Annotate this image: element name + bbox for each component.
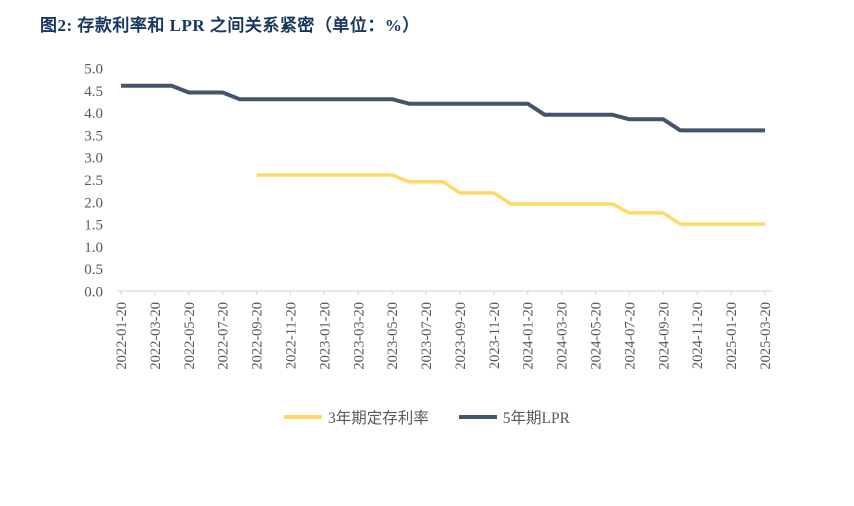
- y-tick-label: 3.0: [84, 151, 103, 167]
- x-tick-label: 2024-09-20: [656, 302, 672, 370]
- y-tick-label: 0.5: [84, 262, 103, 278]
- x-tick-label: 2023-05-20: [385, 302, 401, 370]
- y-tick-label: 2.5: [84, 173, 103, 189]
- y-tick-label: 4.5: [84, 84, 103, 100]
- x-tick-label: 2022-07-20: [216, 302, 232, 370]
- x-tick-label: 2023-11-20: [487, 302, 503, 369]
- y-tick-label: 1.5: [84, 218, 103, 234]
- x-tick-label: 2023-07-20: [419, 302, 435, 370]
- x-tick-label: 2022-03-20: [148, 302, 164, 370]
- legend-item-deposit-rate: 3年期定存利率: [284, 406, 429, 428]
- x-tick-label: 2025-03-20: [758, 302, 774, 370]
- y-tick-label: 2.0: [84, 195, 103, 211]
- x-tick-label: 2024-11-20: [690, 302, 706, 369]
- x-tick-label: 2024-05-20: [589, 302, 605, 370]
- x-tick-label: 2025-01-20: [724, 302, 740, 370]
- y-tick-label: 1.0: [84, 240, 103, 256]
- x-tick-label: 2024-07-20: [622, 302, 638, 370]
- x-tick-label: 2022-11-20: [283, 302, 299, 369]
- x-tick-label: 2023-03-20: [351, 302, 367, 370]
- series-line-deposit-rate: [256, 173, 765, 226]
- legend-label: 5年期LPR: [502, 410, 570, 427]
- legend-line-swatch-icon: [284, 415, 323, 419]
- x-tick-label: 2023-09-20: [453, 302, 469, 370]
- y-tick-label: 0.0: [84, 285, 103, 301]
- legend-label: 3年期定存利率: [328, 410, 429, 427]
- chart-title: 图2: 存款利率和 LPR 之间关系紧密（单位：%）: [40, 16, 420, 35]
- x-tick-label: 2022-09-20: [250, 302, 266, 370]
- x-tick-label: 2023-01-20: [317, 302, 333, 370]
- x-tick-label: 2024-03-20: [555, 302, 571, 370]
- series-line-lpr: [121, 83, 765, 133]
- legend-line-swatch-icon: [458, 415, 497, 419]
- y-tick-label: 4.0: [84, 106, 103, 122]
- y-tick-label: 5.0: [84, 62, 103, 78]
- x-tick-label: 2022-05-20: [182, 302, 198, 370]
- x-tick-label: 2024-01-20: [521, 302, 537, 370]
- chart-legend: 3年期定存利率 5年期LPR: [0, 406, 854, 428]
- legend-item-lpr: 5年期LPR: [458, 406, 570, 428]
- x-tick-label: 2022-01-20: [114, 302, 130, 370]
- y-tick-label: 3.5: [84, 128, 103, 144]
